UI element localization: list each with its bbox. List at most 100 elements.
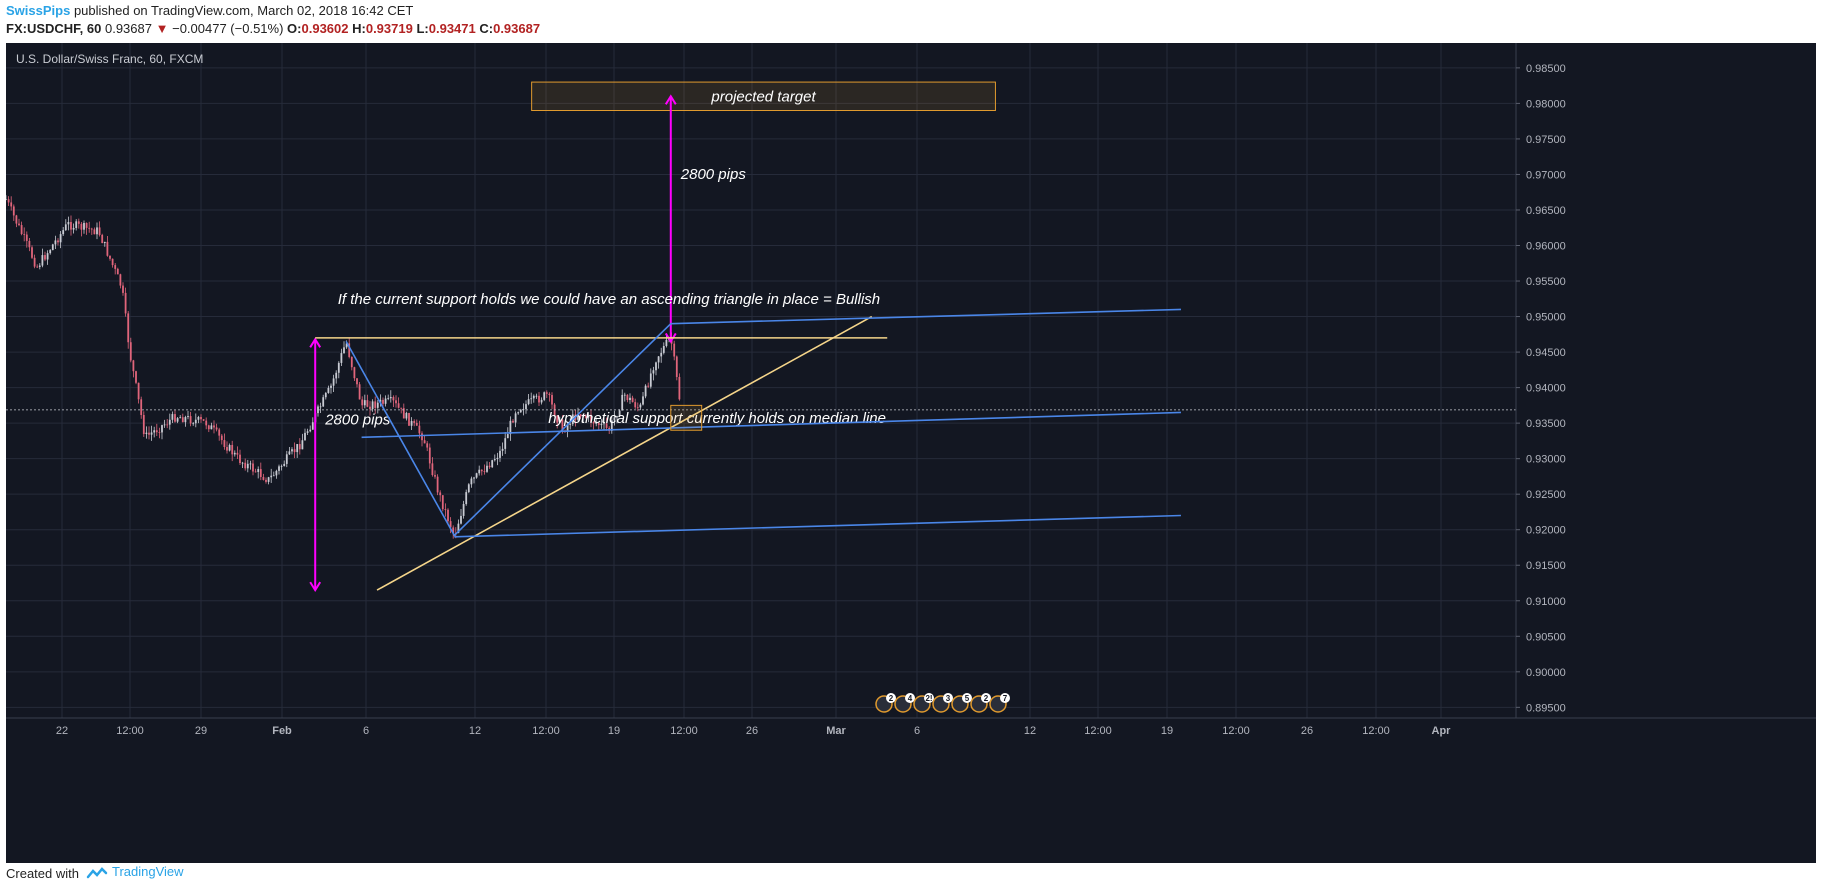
candle-body: [397, 403, 400, 408]
candle-body: [20, 225, 23, 234]
economic-events[interactable]: 2 4 2! 3 5 2 7: [875, 693, 1010, 713]
low-value: 0.93471: [428, 21, 476, 36]
candle-body: [577, 414, 579, 420]
open-label: O:: [287, 21, 302, 36]
candle-body: [46, 253, 49, 260]
candle-body: [174, 414, 176, 422]
price-axis[interactable]: 0.98500 0.98000 0.97500 0.97000 0.96500 0.960…: [1515, 43, 1816, 863]
candle-body: [72, 227, 75, 230]
created-with-text: Created with: [6, 866, 79, 881]
candle-body: [285, 454, 288, 464]
candle-body: [618, 410, 621, 417]
candle-body: [475, 473, 478, 478]
candle-body: [387, 398, 390, 400]
candle-body: [119, 274, 122, 286]
candle-body: [83, 222, 85, 230]
pitchfork-upper-line: [670, 308, 1181, 325]
candle-body: [675, 356, 678, 377]
candle-body: [145, 432, 148, 435]
candle-body: [192, 423, 195, 425]
price-tick-label: 0.96500: [1526, 205, 1566, 217]
candle-body: [215, 427, 218, 430]
candle-body: [197, 417, 200, 420]
candle-body: [415, 422, 418, 426]
time-tick-label: 22: [56, 725, 68, 737]
candle-body: [673, 343, 676, 357]
candle-body: [610, 420, 613, 431]
candle-body: [423, 440, 426, 444]
candle-body: [678, 376, 681, 400]
candle-body: [280, 465, 283, 467]
candle-body: [319, 406, 322, 408]
candle-body: [252, 463, 254, 472]
candle-body: [644, 385, 647, 397]
price-tick-label: 0.90500: [1526, 631, 1566, 643]
price-chart[interactable]: projected target 2800 pips 2800 pips If the…: [6, 43, 1816, 863]
candle-body: [324, 392, 327, 398]
candle-body: [405, 412, 408, 419]
candle-body: [374, 401, 377, 408]
candle-body: [223, 440, 226, 448]
candle-body: [322, 397, 325, 407]
candle-body: [88, 227, 91, 229]
candle-body: [584, 416, 587, 418]
event-count-badge: [1000, 693, 1010, 703]
candle-body: [343, 347, 345, 354]
candle-body: [132, 360, 135, 372]
candle-body: [496, 457, 499, 460]
high-value: 0.93719: [365, 21, 413, 36]
pips-arrowhead-icon: [309, 337, 322, 348]
candle-body: [33, 257, 36, 267]
candle-body: [590, 414, 592, 423]
candle-body: [621, 394, 624, 411]
candle-body: [18, 223, 20, 226]
candle-body: [558, 419, 561, 423]
candle-body: [288, 451, 291, 455]
candle-body: [220, 435, 223, 441]
candle-body: [436, 476, 439, 493]
candle-body: [36, 266, 39, 268]
candle-body: [249, 463, 252, 465]
candle-body: [597, 422, 600, 426]
candle-body: [176, 418, 179, 422]
event-count-label: 5: [965, 694, 970, 703]
candle-body: [551, 395, 553, 405]
candle-body: [233, 452, 236, 455]
price-tick-label: 0.92000: [1526, 525, 1566, 537]
candle-body: [103, 241, 106, 244]
candle-body: [369, 406, 371, 410]
candle-body: [363, 400, 366, 406]
candle-body: [265, 479, 267, 482]
time-tick-label: 26: [1301, 725, 1313, 737]
candle-body: [90, 228, 93, 230]
candle-body: [483, 471, 486, 473]
candle-body: [179, 417, 182, 419]
candle-body: [80, 223, 83, 230]
price-tick-label: 0.93000: [1526, 454, 1566, 466]
candle-body: [493, 459, 496, 461]
time-axis[interactable]: 22 12:00 29 Feb 6 12 12:00 19 12:00 26 Mar 6 12 12:00…: [6, 717, 1816, 737]
author-link[interactable]: SwissPips: [6, 3, 71, 18]
candle-body: [460, 515, 462, 524]
candle-body: [499, 450, 501, 458]
candle-body: [330, 385, 332, 388]
price-tick-label: 0.94000: [1526, 383, 1566, 395]
time-tick-label: 12:00: [670, 725, 698, 737]
candle-body: [189, 416, 192, 424]
candle-body: [306, 431, 309, 433]
price-tick-label: 0.96000: [1526, 241, 1566, 253]
pips-arrowhead-icon: [664, 94, 677, 105]
candle-body: [662, 345, 665, 353]
tradingview-link[interactable]: TradingView: [86, 864, 184, 879]
candle-body: [142, 415, 145, 435]
pitchfork-lower-line: [454, 514, 1181, 538]
candle-body: [470, 478, 473, 485]
candle-body: [210, 425, 213, 430]
chart-grid: [6, 43, 1516, 718]
candle-body: [254, 471, 257, 473]
pitchfork-handle: [345, 323, 672, 537]
candle-body: [444, 509, 447, 510]
candle-body: [278, 466, 280, 471]
candle-body: [51, 244, 54, 251]
candle-body: [348, 343, 351, 357]
